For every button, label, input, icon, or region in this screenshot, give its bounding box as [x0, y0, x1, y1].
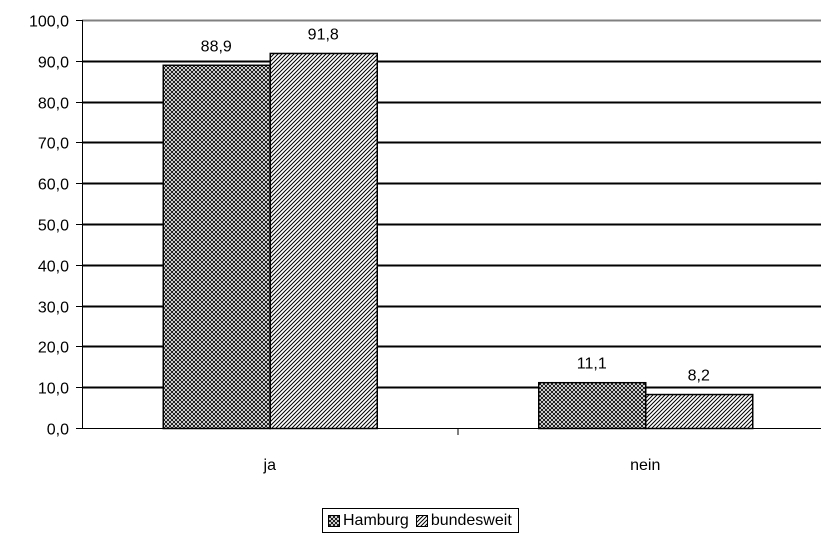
y-tick-label: 90,0 — [38, 55, 69, 72]
data-label-bundesweit-nein: 8,2 — [688, 368, 710, 385]
x-tick-label-nein: nein — [630, 457, 660, 474]
y-tick-label: 30,0 — [38, 300, 69, 317]
bar-chart: 0,0 10,0 20,0 30,0 40,0 50,0 60,0 70,0 80,0 90,0 1… — [0, 0, 821, 508]
bar-bundesweit-nein — [646, 395, 753, 429]
bar-hamburg-nein — [539, 383, 646, 429]
x-tick-label-ja: ja — [263, 457, 277, 474]
legend-swatch-bundesweit — [416, 515, 428, 527]
legend-item-hamburg: Hamburg — [328, 512, 409, 530]
y-tick-label: 50,0 — [38, 218, 69, 235]
bar-hamburg-ja — [163, 65, 270, 428]
legend-swatch-hamburg — [328, 515, 340, 527]
y-tick-label: 40,0 — [38, 259, 69, 276]
legend-item-bundesweit: bundesweit — [416, 512, 512, 530]
y-tick-label: 20,0 — [38, 340, 69, 357]
y-tick-label: 0,0 — [47, 422, 69, 439]
legend: Hamburg bundesweit — [322, 508, 519, 533]
legend-label-hamburg: Hamburg — [343, 512, 409, 530]
data-label-hamburg-ja: 88,9 — [201, 38, 232, 55]
data-label-hamburg-nein: 11,1 — [577, 356, 607, 373]
y-tick-label: 70,0 — [38, 136, 69, 153]
y-tick-label: 80,0 — [38, 96, 69, 113]
y-tick-label: 10,0 — [38, 381, 69, 398]
bars — [163, 53, 753, 428]
y-tick-label: 100,0 — [29, 14, 69, 31]
y-tick-label: 60,0 — [38, 177, 69, 194]
legend-label-bundesweit: bundesweit — [431, 512, 512, 530]
bar-bundesweit-ja — [270, 53, 377, 428]
data-label-bundesweit-ja: 91,8 — [308, 26, 339, 43]
